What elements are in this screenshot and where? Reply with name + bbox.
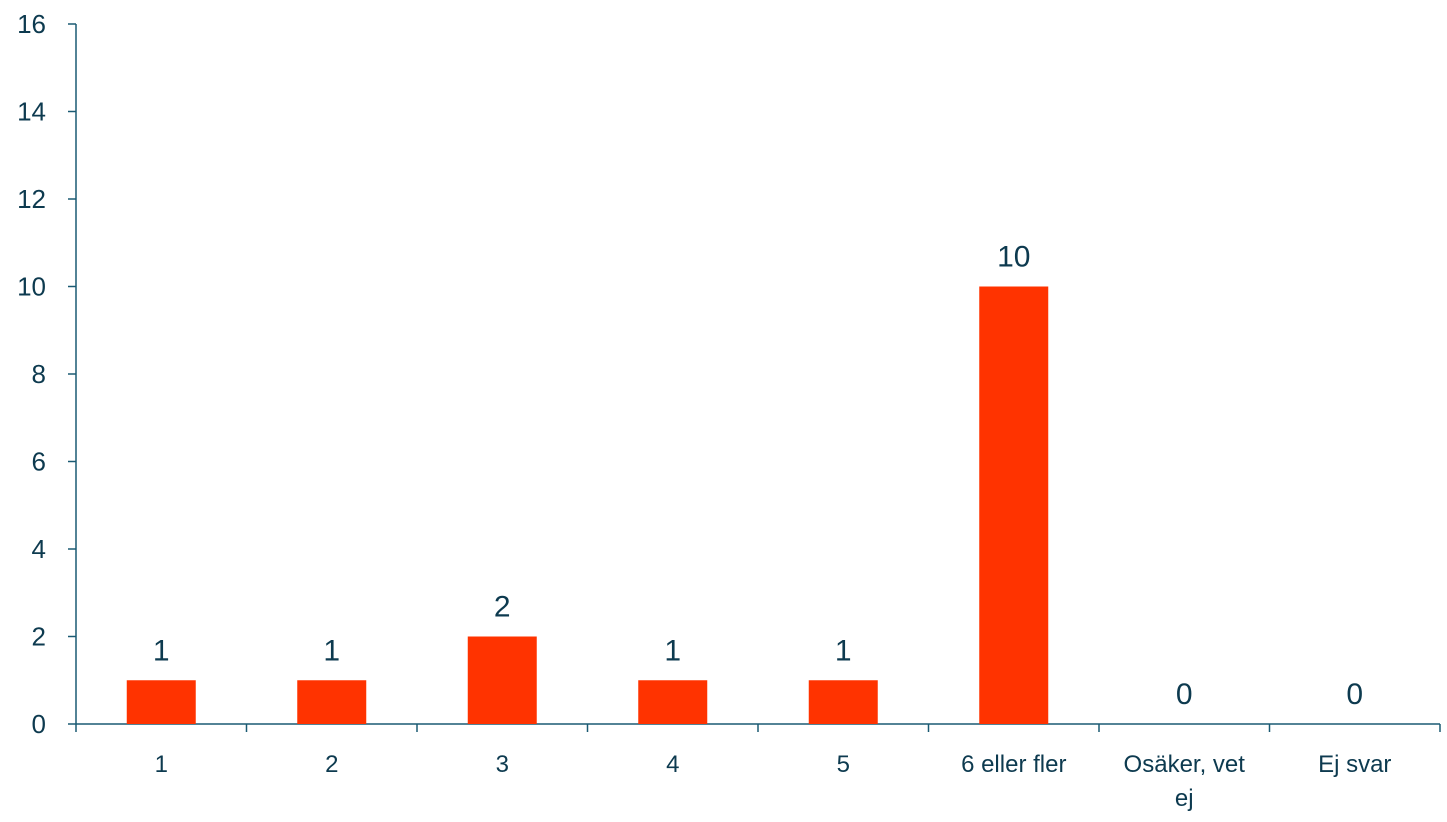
y-tick-label: 8 xyxy=(32,359,46,389)
bar xyxy=(979,286,1049,724)
x-category-label: Osäker, vet xyxy=(1124,751,1246,778)
x-category-label: Ej svar xyxy=(1318,751,1391,778)
data-label: 1 xyxy=(835,634,852,667)
bar xyxy=(126,680,196,724)
y-tick-label: 12 xyxy=(17,184,46,214)
data-label: 1 xyxy=(323,634,340,667)
bar xyxy=(808,680,878,724)
x-category-label: 1 xyxy=(155,751,168,778)
x-category-label: 4 xyxy=(666,751,679,778)
data-label: 1 xyxy=(153,634,170,667)
data-labels: 1 1 2 1 1 10 0 0 xyxy=(153,241,1363,712)
y-tick-label: 14 xyxy=(17,97,46,127)
bar xyxy=(467,636,537,724)
y-tick-label: 6 xyxy=(32,447,46,477)
y-tick-label: 16 xyxy=(17,9,46,39)
x-category-label: 3 xyxy=(496,751,509,778)
x-category-label: ej xyxy=(1175,785,1194,812)
data-label: 0 xyxy=(1176,678,1193,711)
bar xyxy=(297,680,367,724)
y-tick-label: 4 xyxy=(32,534,46,564)
bars xyxy=(126,286,1049,724)
y-tick-label: 2 xyxy=(32,622,46,652)
data-label: 0 xyxy=(1346,678,1363,711)
data-label: 1 xyxy=(664,634,681,667)
data-label: 10 xyxy=(997,241,1030,274)
x-category-label: 6 eller fler xyxy=(961,751,1066,778)
data-label: 2 xyxy=(494,591,511,624)
y-tick-label: 0 xyxy=(32,709,46,739)
bar xyxy=(638,680,708,724)
x-category-label: 5 xyxy=(837,751,850,778)
y-tick-label: 10 xyxy=(17,272,46,302)
x-category-label: 2 xyxy=(325,751,338,778)
